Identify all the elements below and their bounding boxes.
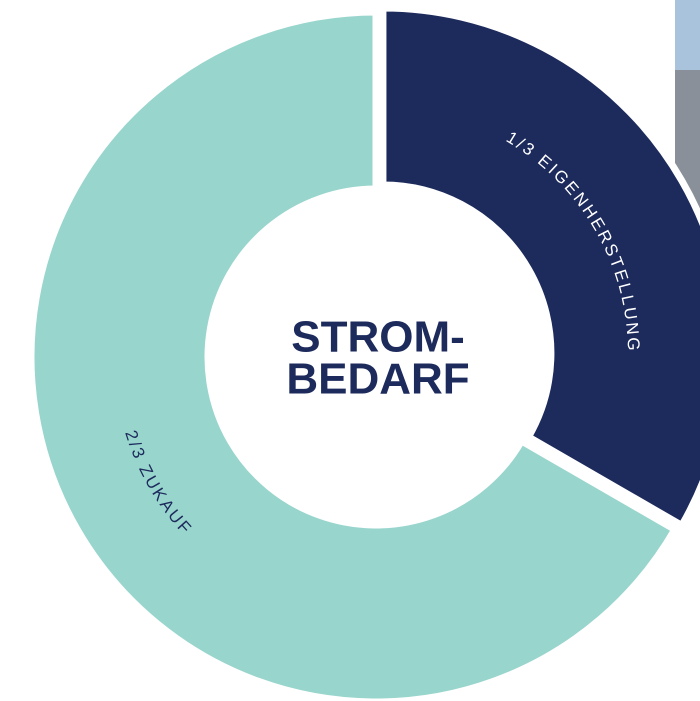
donut-slice [379,4,700,531]
donut-slice [27,8,680,701]
center-label: STROM- [291,313,465,362]
center-label: BEDARF [286,355,469,404]
background-photo-sky [675,0,700,70]
